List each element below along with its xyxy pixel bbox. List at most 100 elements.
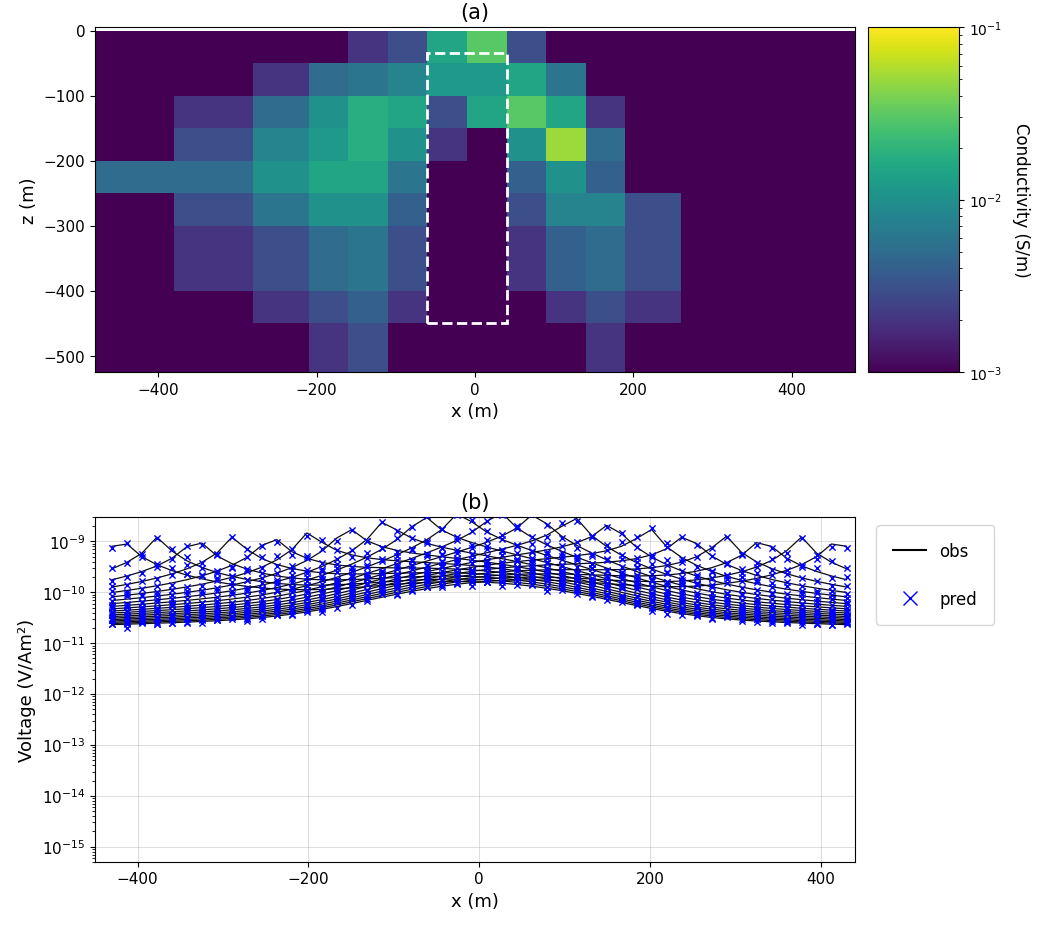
Point — [134, 614, 151, 629]
Point — [493, 578, 510, 593]
Point — [837, 616, 854, 631]
Point — [343, 560, 360, 575]
Point — [478, 576, 495, 590]
Point — [658, 578, 675, 592]
Point — [103, 611, 120, 626]
Point — [553, 531, 570, 546]
Point — [673, 601, 690, 616]
Point — [733, 608, 750, 623]
Bar — [428, 54, 506, 324]
Point — [642, 603, 659, 618]
Point — [837, 615, 854, 629]
Point — [403, 563, 420, 578]
Point — [538, 556, 555, 571]
Point — [658, 595, 675, 610]
Point — [702, 571, 719, 586]
Point — [313, 578, 330, 592]
Point — [358, 577, 375, 591]
Point — [808, 584, 824, 599]
Point — [837, 578, 854, 593]
Point — [568, 566, 584, 581]
Point — [448, 567, 464, 582]
Point — [733, 581, 750, 596]
Point — [223, 596, 240, 611]
Point — [837, 603, 854, 618]
Point — [178, 550, 195, 565]
Point — [478, 542, 495, 557]
Point — [478, 575, 495, 590]
Point — [673, 586, 690, 601]
Point — [523, 573, 540, 588]
Point — [628, 572, 644, 587]
Point — [163, 616, 180, 630]
Point — [103, 600, 120, 615]
Point — [702, 579, 719, 594]
Point — [793, 583, 810, 598]
Point — [508, 562, 524, 577]
Point — [283, 602, 300, 616]
Point — [269, 578, 285, 592]
Point — [134, 616, 151, 630]
Point — [673, 576, 690, 590]
Point — [329, 565, 345, 579]
Point — [582, 590, 599, 605]
Point — [613, 595, 630, 610]
Point — [283, 603, 300, 618]
Point — [688, 550, 704, 565]
Point — [523, 544, 540, 559]
Point — [822, 610, 839, 625]
Point — [658, 553, 675, 568]
Point — [628, 590, 644, 604]
Point — [762, 591, 779, 606]
Point — [448, 571, 464, 586]
Point — [837, 540, 854, 555]
Point — [373, 571, 390, 586]
Point — [658, 588, 675, 603]
Point — [433, 548, 450, 563]
Point — [194, 613, 211, 628]
Point — [628, 540, 644, 554]
Point — [448, 577, 464, 591]
Point — [748, 612, 764, 627]
Point — [194, 600, 211, 615]
Point — [313, 604, 330, 619]
Point — [777, 594, 794, 609]
Point — [253, 565, 270, 580]
Point — [688, 608, 704, 623]
Point — [329, 590, 345, 604]
Point — [148, 601, 165, 616]
Point — [478, 539, 495, 553]
Point — [403, 559, 420, 574]
Point — [163, 578, 180, 592]
Point — [373, 587, 390, 602]
Point — [313, 556, 330, 571]
Point — [238, 612, 255, 627]
Point — [523, 555, 540, 570]
Point — [388, 567, 404, 582]
Point — [463, 540, 480, 555]
Point — [283, 576, 300, 590]
Point — [448, 553, 464, 568]
Point — [163, 567, 180, 582]
Point — [148, 616, 165, 631]
Point — [329, 572, 345, 587]
Point — [223, 604, 240, 619]
Point — [118, 584, 135, 599]
Point — [358, 560, 375, 575]
Point — [313, 591, 330, 606]
Point — [403, 575, 420, 590]
Point — [733, 598, 750, 613]
Point — [793, 603, 810, 618]
Point — [762, 603, 779, 617]
Point — [148, 531, 165, 546]
Point — [598, 580, 615, 595]
Point — [388, 562, 404, 577]
Point — [538, 574, 555, 589]
Point — [598, 593, 615, 608]
Point — [208, 593, 225, 608]
Point — [478, 554, 495, 569]
Point — [148, 616, 165, 631]
Point — [134, 565, 151, 580]
Point — [118, 603, 135, 618]
Point — [733, 612, 750, 627]
